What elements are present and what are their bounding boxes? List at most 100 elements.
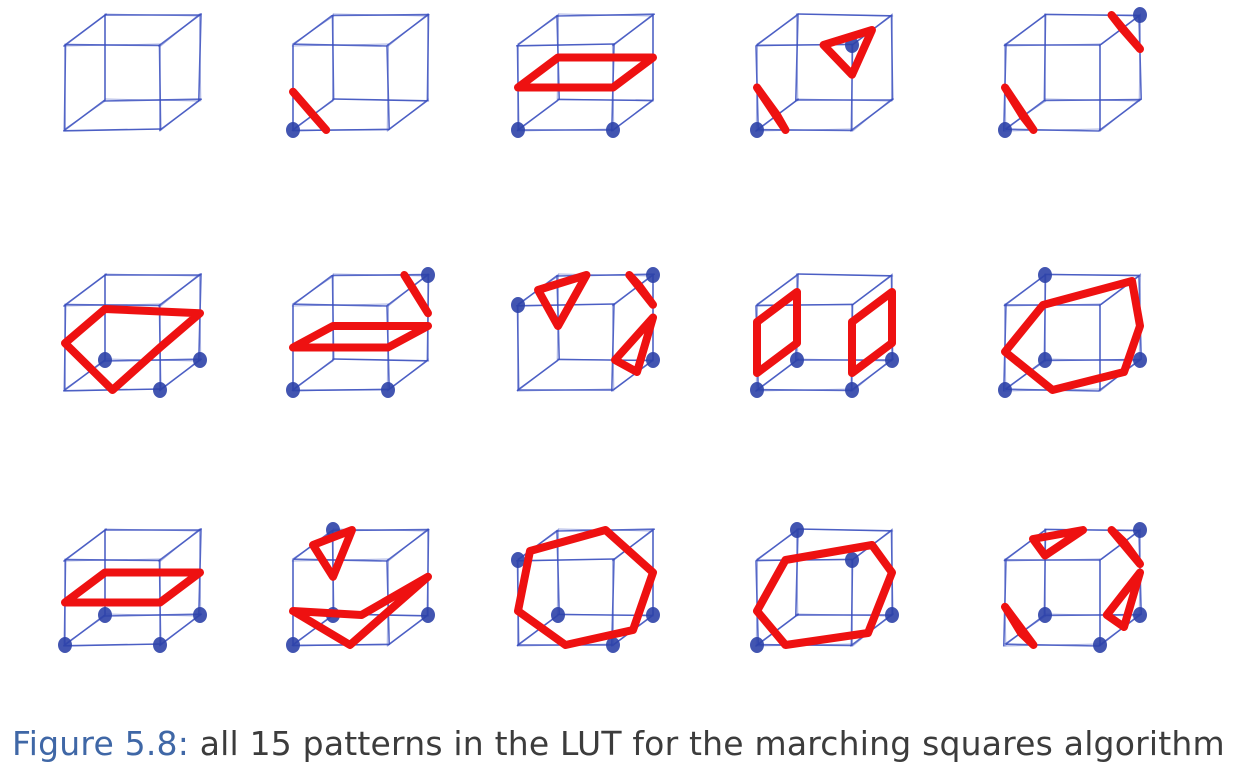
- pattern-case-14: [1001, 522, 1147, 653]
- cube-edge: [426, 273, 430, 362]
- cube-edge-sketch: [756, 275, 798, 305]
- cube-edge-sketch: [292, 360, 334, 390]
- cube-edge: [612, 274, 654, 306]
- cube-edge: [291, 643, 390, 647]
- surface-patch: [753, 83, 790, 134]
- surface-patch: [289, 572, 432, 649]
- cube-edge-sketch: [1003, 643, 1102, 647]
- marked-vertex: [750, 122, 764, 138]
- marked-vertex: [286, 637, 300, 653]
- marked-vertex: [58, 637, 72, 653]
- cube-edge: [293, 303, 388, 307]
- surface-patch: [1001, 602, 1038, 649]
- cube-edge-sketch: [795, 13, 894, 17]
- cube-edge-sketch: [292, 388, 389, 392]
- cube-edge-sketch: [292, 615, 334, 645]
- cube-edge: [63, 13, 108, 47]
- cube-edge: [1098, 98, 1142, 132]
- marked-vertex: [193, 352, 207, 368]
- marked-vertex: [381, 382, 395, 398]
- cube-edge-sketch: [517, 15, 559, 45]
- pattern-case-7: [511, 267, 660, 392]
- cube-edge: [1043, 273, 1047, 362]
- cube-edge: [387, 614, 429, 646]
- cube-edge-sketch: [64, 43, 161, 47]
- marked-vertex: [845, 382, 859, 398]
- cube-edge-sketch: [387, 273, 429, 307]
- cube-edge: [517, 14, 559, 46]
- cube-edge: [1138, 15, 1142, 100]
- pattern-case-9: [998, 267, 1147, 398]
- surface-patch: [514, 53, 657, 92]
- cube-edge: [557, 98, 654, 102]
- cube-edge: [103, 98, 202, 102]
- cube-edge-sketch: [64, 303, 161, 307]
- cube-edge: [849, 358, 894, 392]
- cube-edge-sketch: [1044, 98, 1141, 102]
- cube-edge: [516, 304, 520, 391]
- cube-edge-sketch: [1003, 360, 1047, 390]
- marked-vertex: [421, 607, 435, 623]
- cube-edge-sketch: [291, 43, 390, 47]
- cube-edge: [756, 128, 853, 132]
- surface-patch: [1107, 526, 1144, 568]
- figure-caption-text: all 15 patterns in the LUT for the march…: [189, 724, 1225, 763]
- surface-patch: [625, 271, 657, 309]
- marked-vertex: [1038, 607, 1052, 623]
- cube-edge-sketch: [1004, 558, 1101, 562]
- cube-edge: [63, 643, 162, 647]
- surface-patch: [514, 526, 657, 649]
- marked-vertex: [646, 352, 660, 368]
- marked-vertex: [193, 607, 207, 623]
- cube-edge: [850, 43, 854, 132]
- cube-edge-sketch: [851, 43, 853, 132]
- cube-edge: [159, 99, 201, 131]
- marked-vertex: [98, 607, 112, 623]
- cube-edge-sketch: [159, 43, 161, 132]
- cube-edge-sketch: [755, 558, 759, 647]
- surface-patch: [753, 288, 801, 377]
- figure-caption-label: Figure 5.8:: [12, 724, 190, 763]
- cube-edge-sketch: [556, 273, 560, 362]
- marked-vertex: [1133, 607, 1147, 623]
- cube-edge: [1043, 528, 1047, 617]
- cube-edge-sketch: [387, 98, 429, 132]
- pattern-case-3: [750, 13, 894, 138]
- cube-edge-sketch: [105, 358, 200, 362]
- surface-patch: [400, 271, 432, 318]
- cube-edge-sketch: [65, 128, 160, 132]
- cube-edge: [850, 558, 854, 647]
- cube-edge: [386, 273, 430, 307]
- surface-patch: [1029, 526, 1087, 560]
- cube-edge-sketch: [1044, 13, 1046, 102]
- marked-vertex: [286, 382, 300, 398]
- cube-edge: [1003, 13, 1047, 47]
- cube-edge: [516, 43, 615, 47]
- pattern-case-12: [511, 526, 660, 653]
- pattern-case-11: [286, 522, 435, 653]
- cube-edge: [64, 43, 161, 47]
- cube-edge: [293, 43, 388, 47]
- cube-edge: [157, 528, 202, 562]
- cube-edge: [103, 613, 202, 617]
- cube-edge: [292, 359, 334, 391]
- cube-edge: [610, 303, 615, 392]
- surface-patch: [848, 288, 896, 377]
- marked-vertex: [885, 352, 899, 368]
- marked-vertex: [790, 522, 804, 538]
- cube-edge: [1005, 643, 1100, 647]
- cube-edge-sketch: [65, 15, 105, 45]
- cube-edge: [386, 528, 430, 562]
- marked-vertex: [551, 607, 565, 623]
- pattern-case-1: [286, 13, 430, 138]
- cube-edge-sketch: [756, 128, 853, 132]
- cube-edge: [157, 273, 202, 307]
- cube-edge-sketch: [557, 98, 654, 102]
- cube-edge-sketch: [852, 98, 892, 132]
- cube-edge: [387, 359, 429, 391]
- cube-edge-sketch: [332, 273, 429, 277]
- cube-edge: [159, 359, 201, 391]
- cube-edge-sketch: [64, 615, 106, 645]
- cube-edge: [198, 13, 202, 102]
- cube-edge: [159, 614, 201, 646]
